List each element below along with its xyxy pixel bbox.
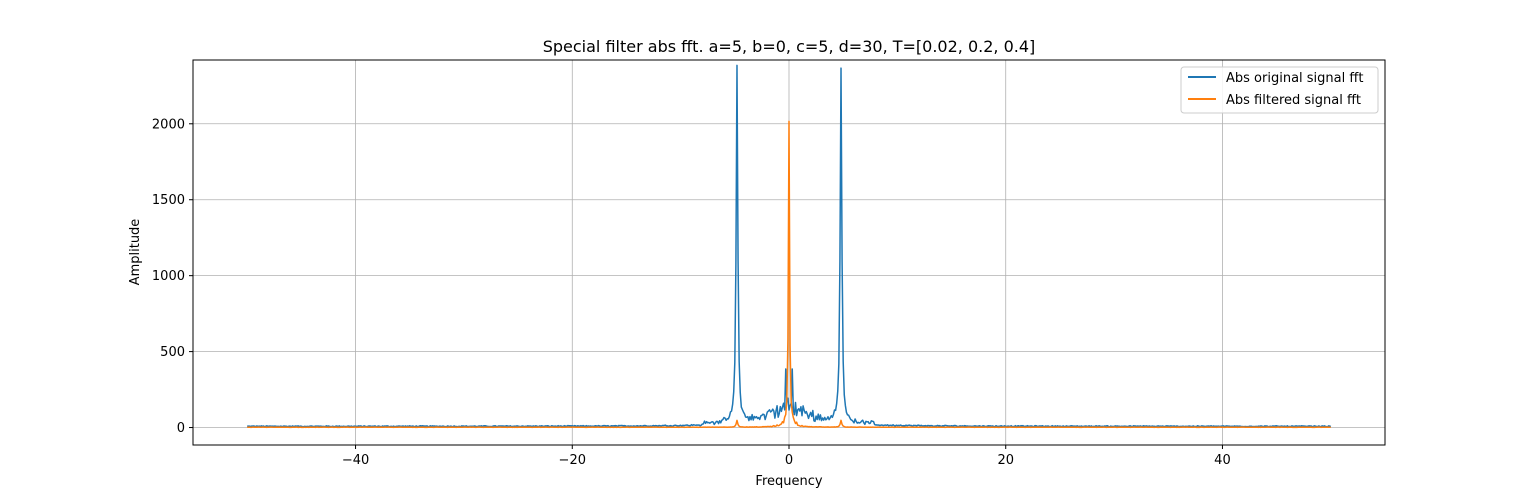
legend-label-original: Abs original signal fft (1226, 71, 1363, 86)
x-tick-label: −40 (342, 453, 369, 468)
x-tick-label: 20 (997, 453, 1014, 468)
legend: Abs original signal fft Abs filtered sig… (1180, 66, 1379, 114)
series-lines (247, 64, 1332, 429)
y-tick-label: 1000 (152, 269, 185, 284)
x-tick-label: 0 (785, 453, 793, 468)
y-tick-label: 1500 (152, 193, 185, 208)
x-axis-label: Frequency (755, 474, 822, 489)
legend-label-filtered: Abs filtered signal fft (1226, 93, 1361, 108)
axis-ticks: −40 −20 0 20 40 0 500 1000 1500 2000 (152, 117, 1231, 468)
y-tick-label: 500 (160, 345, 185, 360)
y-axis-label: Amplitude (128, 219, 143, 286)
series-line-1 (247, 120, 1331, 429)
y-tick-label: 2000 (152, 117, 185, 132)
series-line-0 (247, 64, 1332, 428)
x-tick-label: −20 (559, 453, 586, 468)
y-tick-label: 0 (177, 421, 185, 436)
chart-title: Special filter abs fft. a=5, b=0, c=5, d… (543, 37, 1036, 56)
x-tick-label: 40 (1214, 453, 1231, 468)
legend-box (1180, 66, 1379, 114)
